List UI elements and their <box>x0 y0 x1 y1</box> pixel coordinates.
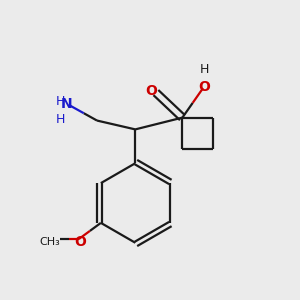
Text: H: H <box>56 112 65 126</box>
Text: O: O <box>74 235 86 249</box>
Text: O: O <box>146 84 158 98</box>
Text: O: O <box>199 80 210 94</box>
Text: H: H <box>200 62 209 76</box>
Text: H: H <box>56 95 65 108</box>
Text: CH₃: CH₃ <box>39 237 60 247</box>
Text: N: N <box>60 98 72 111</box>
